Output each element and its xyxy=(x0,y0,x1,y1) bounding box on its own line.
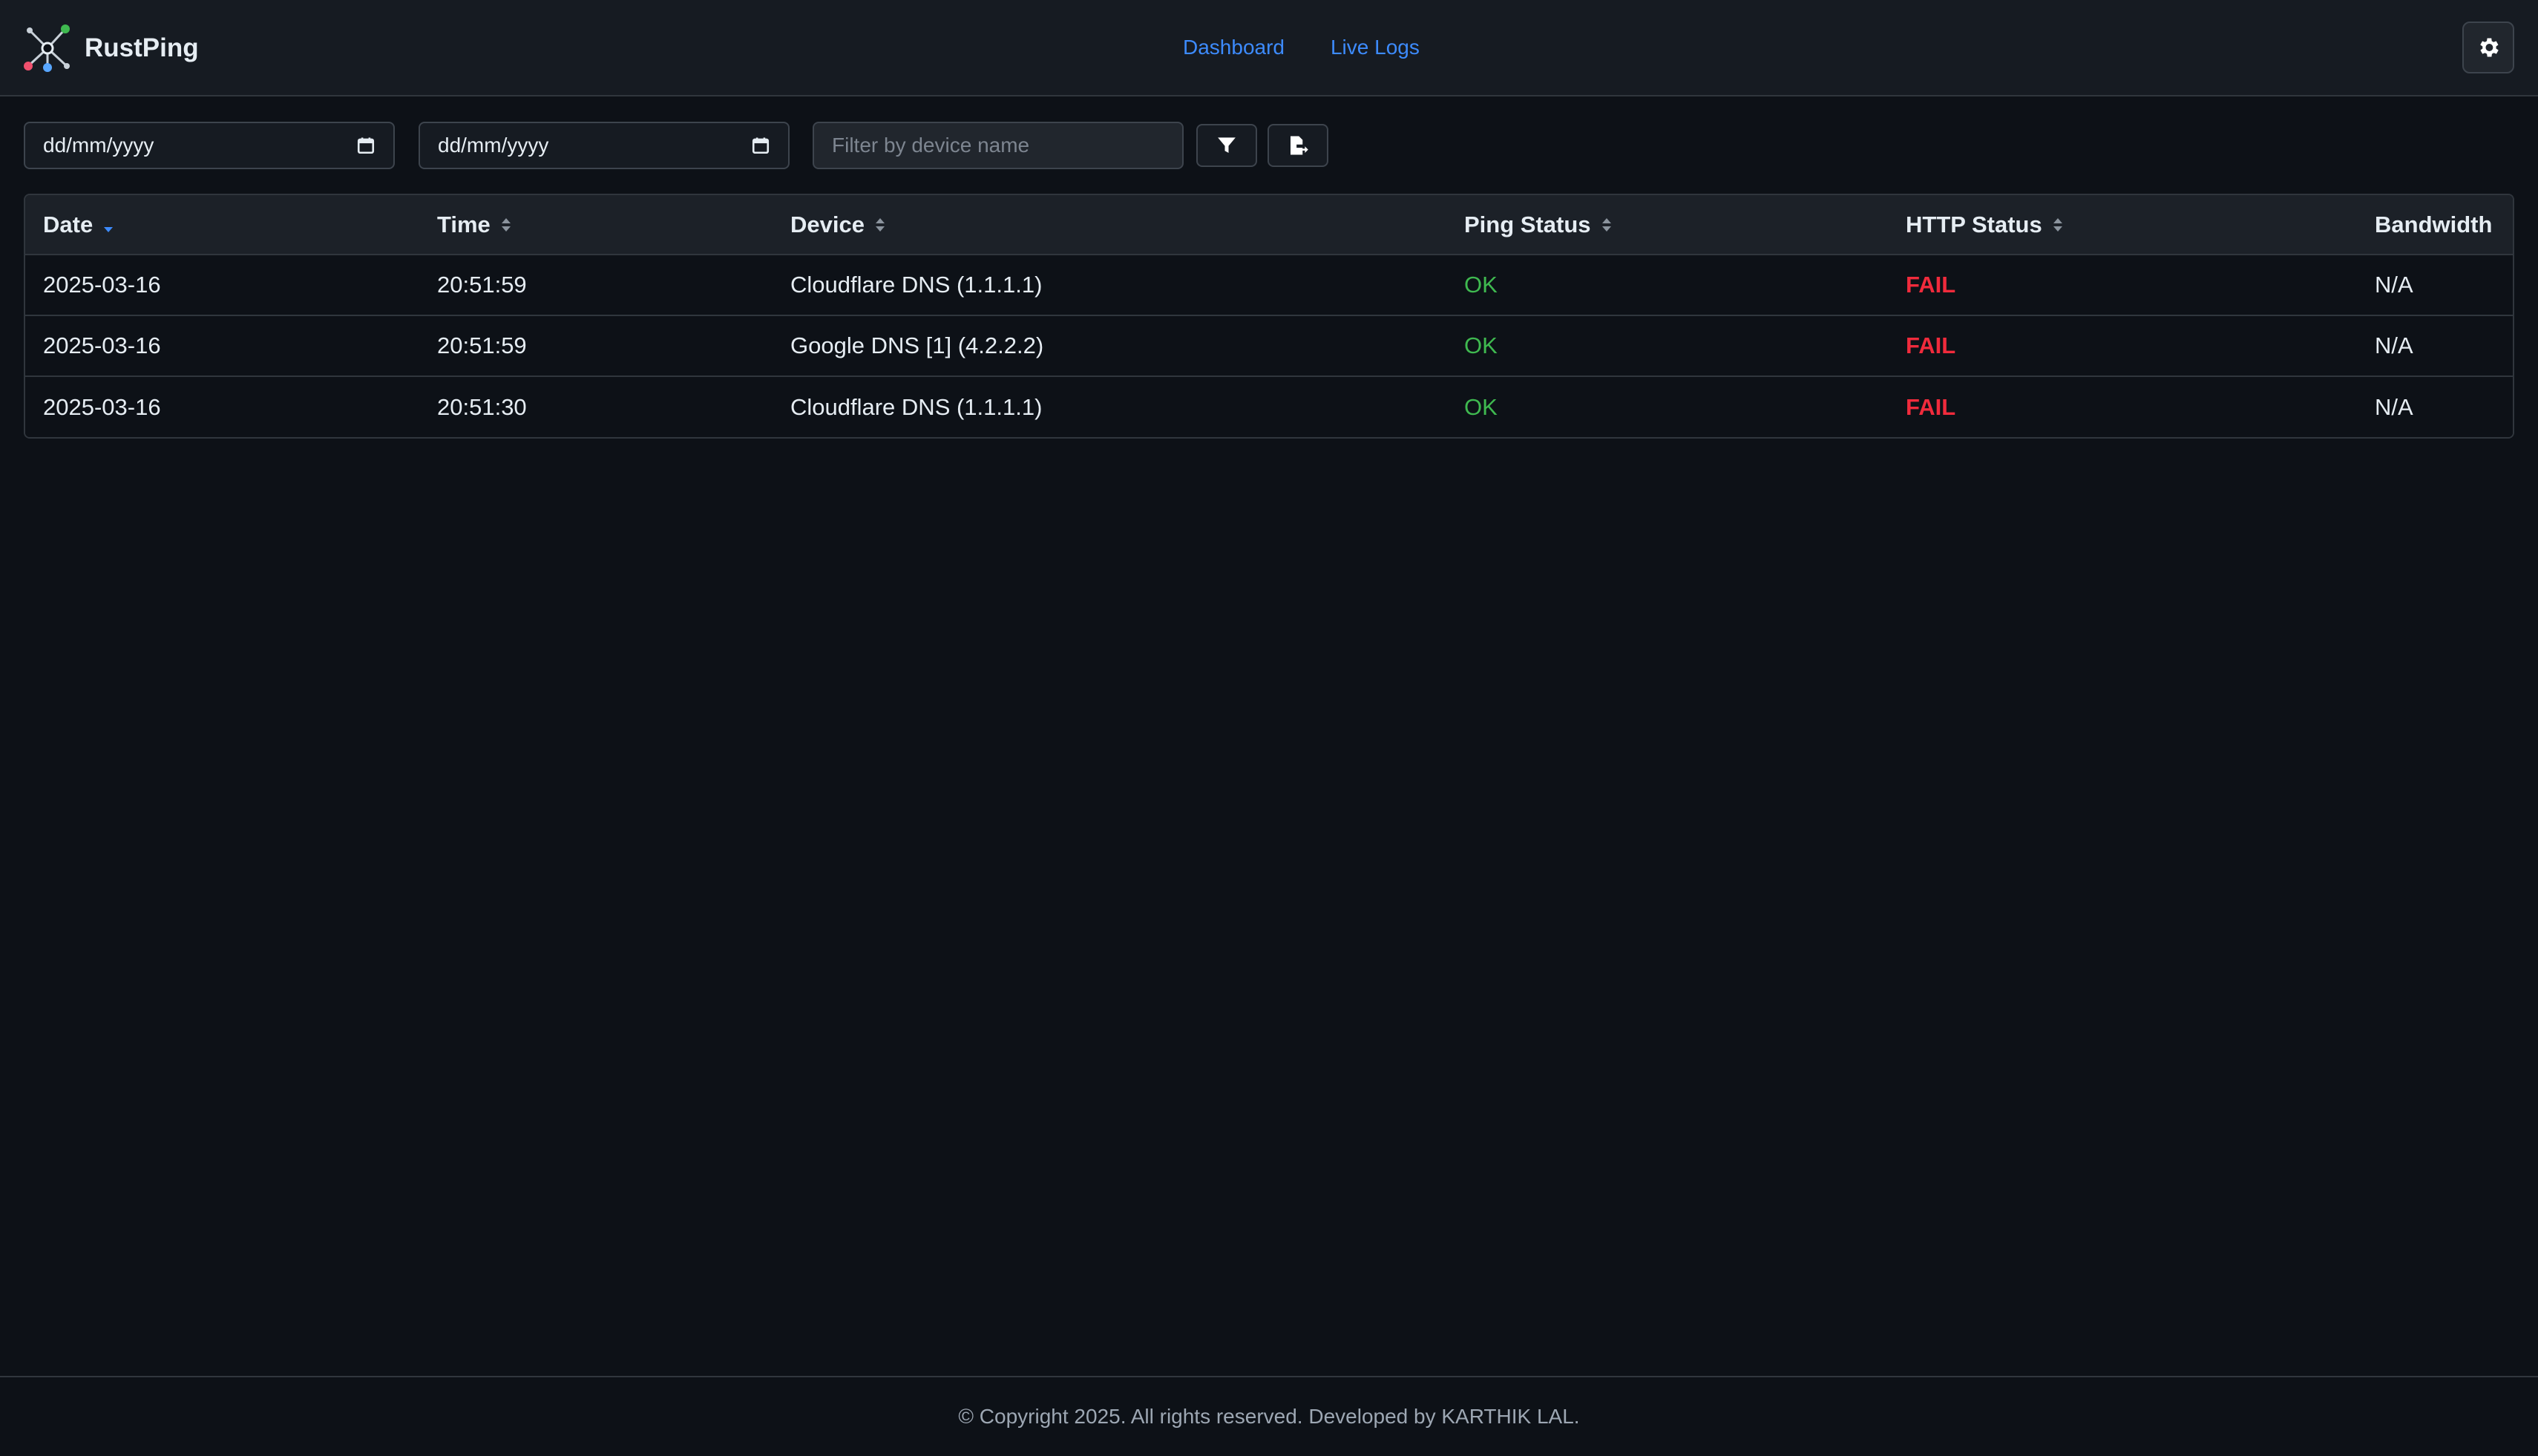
column-header-label: HTTP Status xyxy=(1906,211,2042,237)
sort-descending-icon xyxy=(104,226,114,232)
column-header-date[interactable]: Date xyxy=(25,195,419,255)
footer: © Copyright 2025. All rights reserved. D… xyxy=(0,1376,2538,1456)
cell-bandwidth: N/A xyxy=(2357,315,2513,376)
device-filter-input[interactable] xyxy=(813,122,1184,169)
table-row: 2025-03-16 20:51:59 Cloudflare DNS (1.1.… xyxy=(25,255,2513,315)
table-row: 2025-03-16 20:51:30 Cloudflare DNS (1.1.… xyxy=(25,376,2513,437)
column-header-label: Date xyxy=(43,211,94,237)
cell-ping-status: OK xyxy=(1464,272,1498,298)
logs-table: Date Time xyxy=(24,194,2514,439)
export-button[interactable] xyxy=(1268,124,1328,167)
main-nav: Dashboard Live Logs xyxy=(1183,25,1466,70)
nav-link-live-logs[interactable]: Live Logs xyxy=(1330,36,1420,59)
column-header-label: Device xyxy=(790,211,865,237)
calendar-icon[interactable] xyxy=(356,136,376,155)
start-date-input[interactable]: dd/mm/yyyy xyxy=(24,122,395,169)
brand[interactable]: RustPing xyxy=(22,22,199,74)
cell-device: Google DNS [1] (4.2.2.2) xyxy=(773,315,1446,376)
nav-link-dashboard[interactable]: Dashboard xyxy=(1183,36,1285,59)
cell-time: 20:51:59 xyxy=(437,272,527,298)
cell-ping-status: OK xyxy=(1446,376,1888,437)
cell-date: 2025-03-16 xyxy=(25,376,419,437)
calendar-icon[interactable] xyxy=(751,136,770,155)
navbar: RustPing Dashboard Live Logs xyxy=(0,0,2538,96)
table-header-row: Date Time xyxy=(25,195,2513,255)
cell-time: 20:51:59 xyxy=(419,315,773,376)
column-header-label: Bandwidth xyxy=(2375,211,2493,237)
end-date-input[interactable]: dd/mm/yyyy xyxy=(419,122,790,169)
file-export-icon xyxy=(1291,136,1308,155)
cell-http-status: FAIL xyxy=(1888,315,2357,376)
cell-date: 2025-03-16 xyxy=(43,272,161,298)
column-header-label: Time xyxy=(437,211,491,237)
end-date-value: dd/mm/yyyy xyxy=(438,134,549,157)
cell-time: 20:51:30 xyxy=(419,376,773,437)
copyright-text: © Copyright 2025. All rights reserved. D… xyxy=(958,1405,1580,1428)
cell-date: 2025-03-16 xyxy=(25,315,419,376)
apply-filter-button[interactable] xyxy=(1196,124,1257,167)
column-header-time[interactable]: Time xyxy=(419,195,773,255)
column-header-device[interactable]: Device xyxy=(773,195,1446,255)
cell-bandwidth: N/A xyxy=(2375,272,2413,298)
column-header-label: Ping Status xyxy=(1464,211,1591,237)
funnel-icon xyxy=(1218,137,1236,153)
table-row: 2025-03-16 20:51:59 Google DNS [1] (4.2.… xyxy=(25,315,2513,376)
gear-icon xyxy=(2480,38,2499,57)
cell-device: Cloudflare DNS (1.1.1.1) xyxy=(790,272,1043,298)
sort-icon xyxy=(1601,217,1611,232)
column-header-ping-status[interactable]: Ping Status xyxy=(1446,195,1888,255)
cell-bandwidth: N/A xyxy=(2357,376,2513,437)
sort-icon xyxy=(875,217,885,232)
cell-device: Cloudflare DNS (1.1.1.1) xyxy=(773,376,1446,437)
app-title: RustPing xyxy=(85,33,199,62)
column-header-bandwidth: Bandwidth xyxy=(2357,195,2513,255)
cell-http-status: FAIL xyxy=(1888,376,2357,437)
sort-icon xyxy=(2053,217,2062,232)
cell-http-status: FAIL xyxy=(1906,272,1956,298)
network-nodes-icon xyxy=(24,24,70,72)
start-date-value: dd/mm/yyyy xyxy=(43,134,154,157)
settings-button[interactable] xyxy=(2462,22,2514,73)
sort-icon xyxy=(501,217,511,232)
cell-ping-status: OK xyxy=(1446,315,1888,376)
column-header-http-status[interactable]: HTTP Status xyxy=(1888,195,2357,255)
